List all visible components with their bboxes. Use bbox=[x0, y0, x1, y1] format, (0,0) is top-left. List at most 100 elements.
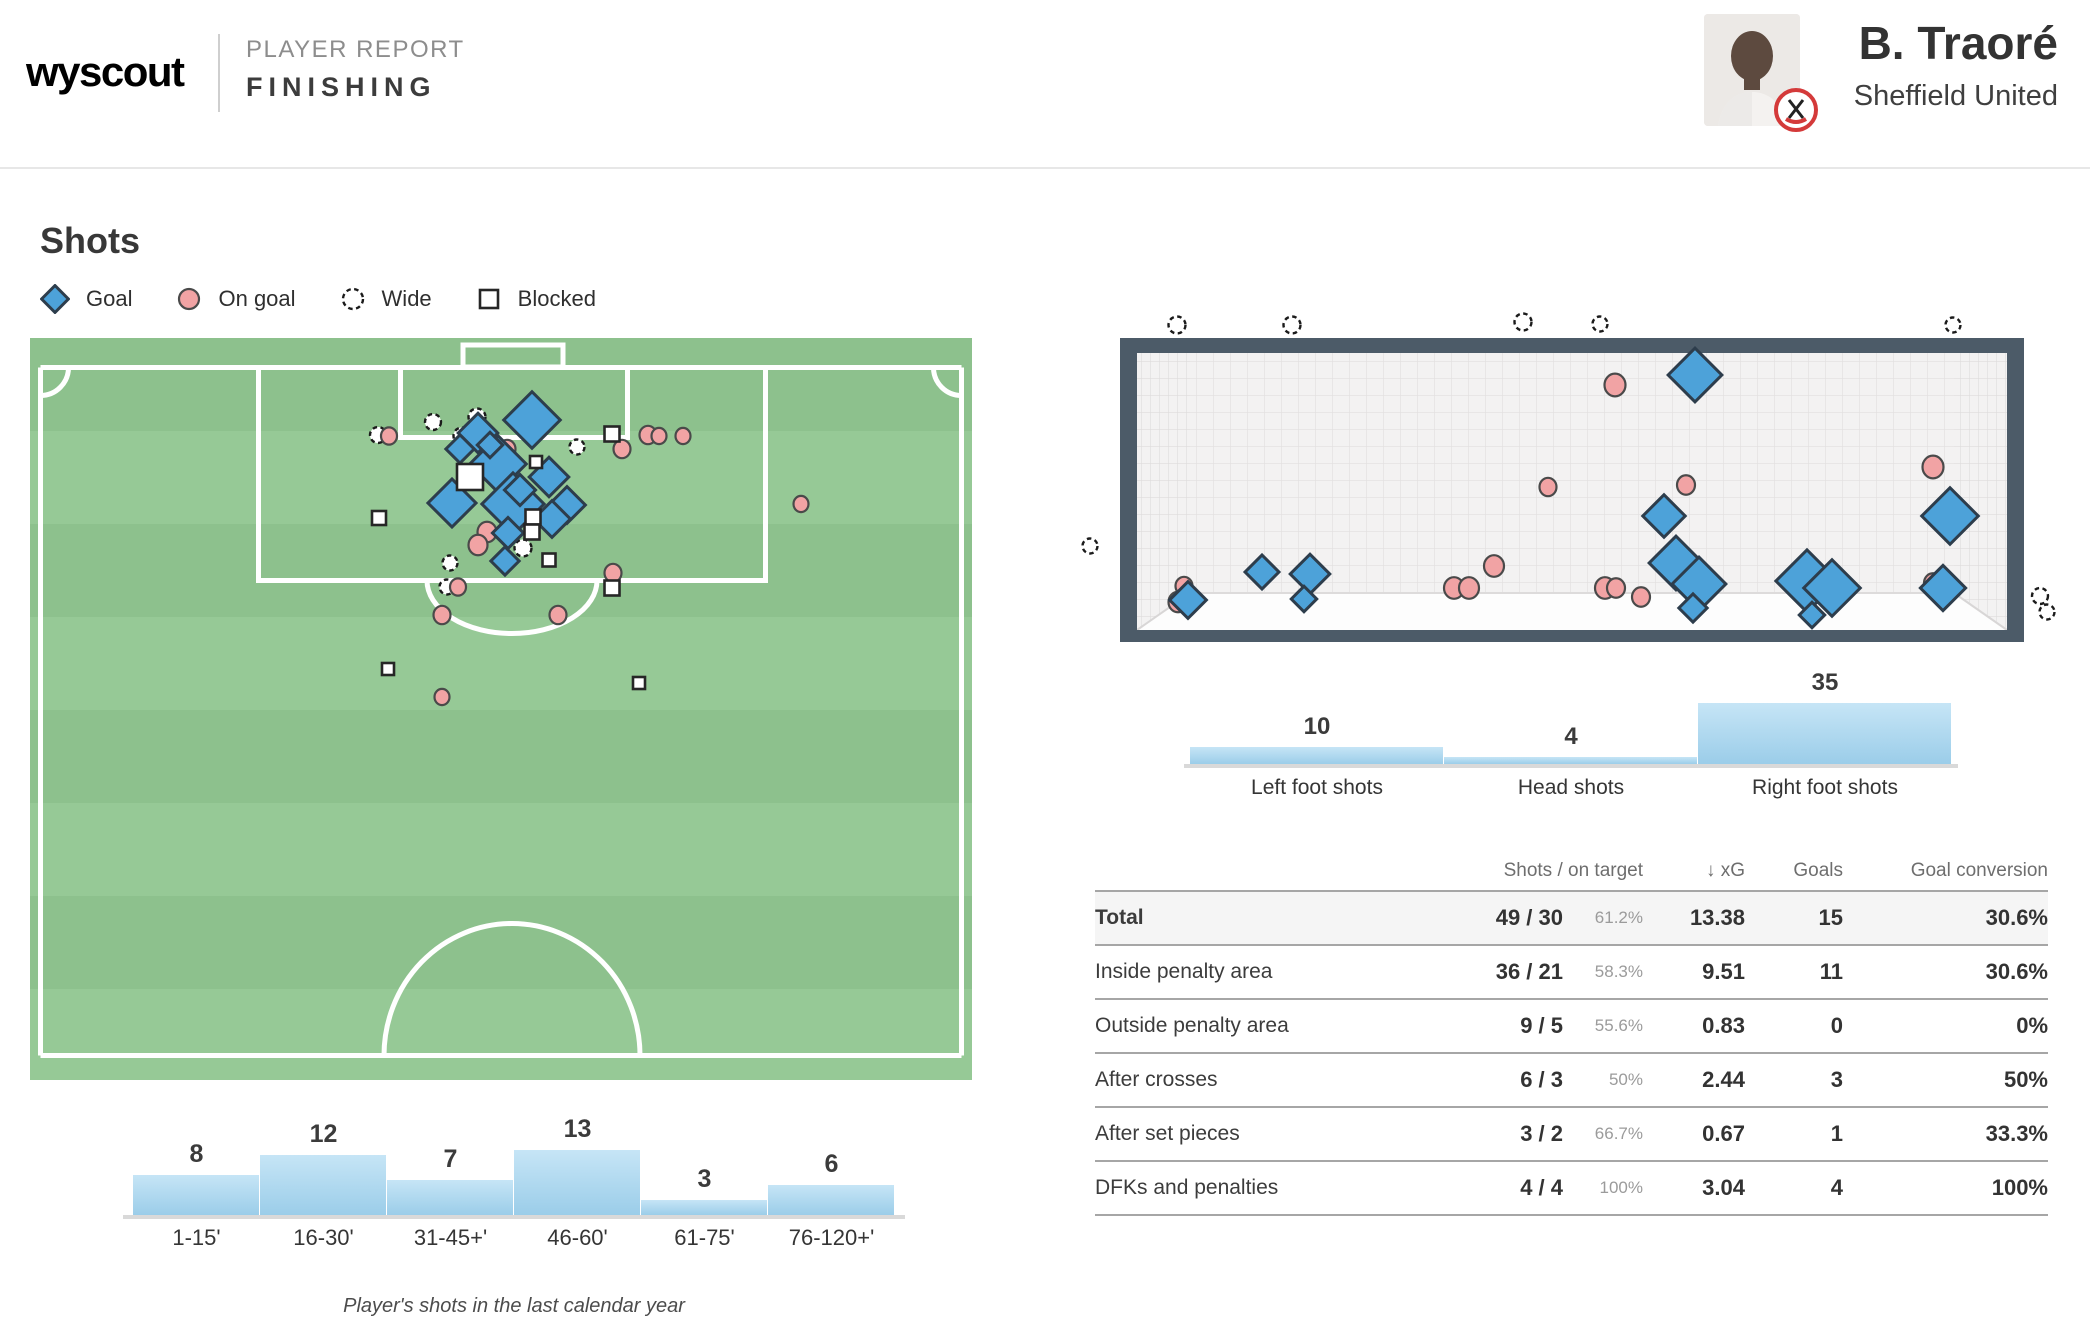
chart-caption: Player's shots in the last calendar year bbox=[343, 1295, 685, 1317]
table-row: DFKs and penalties 4 / 4 100% 3.04 4 100% bbox=[1095, 1160, 2048, 1214]
player-team: Sheffield United bbox=[1853, 80, 2058, 112]
bar bbox=[514, 1150, 641, 1215]
axis-baseline bbox=[1184, 764, 1958, 768]
table-cell: After set pieces bbox=[1095, 1122, 1240, 1145]
shot-marker-blocked bbox=[631, 675, 647, 691]
bar bbox=[1444, 757, 1698, 764]
bar-group: 35 bbox=[1698, 669, 1952, 764]
shot-marker-goal bbox=[475, 430, 505, 460]
table-cell: Shots / on target bbox=[1503, 860, 1643, 881]
shot-marker-goal bbox=[1919, 485, 1981, 547]
player-identity: B. Traoré Sheffield United bbox=[1854, 20, 2058, 113]
table-cell: Goals bbox=[1793, 860, 1843, 881]
shot-marker-on_goal bbox=[1605, 577, 1627, 599]
table-cell: ↓ xG bbox=[1705, 860, 1745, 881]
table-cell: Total bbox=[1095, 906, 1144, 929]
shot-marker-wide bbox=[2038, 603, 2056, 621]
table-cell: 61.2% bbox=[1594, 908, 1643, 927]
table-cell: 0.67 bbox=[1702, 1121, 1745, 1146]
bar-value-label: 6 bbox=[824, 1150, 839, 1178]
table-cell: 50% bbox=[2003, 1067, 2048, 1092]
table-cell: Goal conversion bbox=[1910, 860, 2048, 881]
table-cell: Inside penalty area bbox=[1095, 960, 1273, 983]
bar-group: 8 bbox=[133, 1140, 260, 1215]
table-cell: After crosses bbox=[1095, 1068, 1218, 1091]
shot-marker-wide bbox=[423, 412, 443, 432]
shot-marker-on_goal bbox=[448, 577, 468, 597]
report-kicker: PLAYER REPORT bbox=[246, 36, 465, 63]
shots-section-title: Shots bbox=[40, 220, 141, 261]
table-cell: 55.6% bbox=[1594, 1016, 1643, 1035]
wide-dashed-circle-icon bbox=[340, 286, 366, 312]
shot-marker-goal bbox=[488, 544, 522, 578]
bar-group: 3 bbox=[641, 1165, 768, 1215]
axis-baseline bbox=[123, 1215, 905, 1219]
bar-value-label: 13 bbox=[563, 1115, 592, 1143]
report-header: wyscout PLAYER REPORT FINISHING B. Traor… bbox=[0, 0, 2090, 169]
tick-label: Right foot shots bbox=[1752, 776, 1898, 799]
shot-marker-on_goal bbox=[548, 604, 568, 626]
shot-marker-on_goal bbox=[1603, 372, 1627, 398]
shot-marker-on_goal bbox=[612, 438, 632, 460]
table-cell: 100% bbox=[1991, 1175, 2048, 1200]
tick-label: 61-75' bbox=[674, 1225, 735, 1250]
table-cell: 6 / 3 bbox=[1520, 1067, 1563, 1092]
table-row: Outside penalty area 9 / 5 55.6% 0.83 0 0% bbox=[1095, 998, 2048, 1052]
shot-marker-goal bbox=[531, 498, 573, 540]
table-cell: 66.7% bbox=[1594, 1124, 1643, 1143]
shot-marker-wide bbox=[2030, 586, 2050, 606]
table-cell: 3 bbox=[1830, 1067, 1843, 1092]
table-cell: 33.3% bbox=[1985, 1121, 2048, 1146]
shot-marker-wide bbox=[1081, 537, 1099, 555]
table-row: After crosses 6 / 3 50% 2.44 3 50% bbox=[1095, 1052, 2048, 1106]
shot-marker-wide bbox=[1944, 316, 1962, 334]
table-cell: 36 / 21 bbox=[1495, 959, 1563, 984]
shot-marker-goal bbox=[502, 472, 538, 508]
table-cell: DFKs and penalties bbox=[1095, 1176, 1279, 1199]
tick-label: 16-30' bbox=[293, 1225, 354, 1250]
bar-group: 10 bbox=[1190, 712, 1444, 764]
shot-marker-goal bbox=[1640, 492, 1688, 540]
shot-marker-goal bbox=[1167, 579, 1209, 621]
bar-value-label: 3 bbox=[697, 1165, 712, 1193]
wyscout-logo: wyscout bbox=[26, 48, 185, 95]
bar-group: 4 bbox=[1444, 723, 1698, 764]
legend-label: Goal bbox=[86, 286, 133, 311]
table-cell: 58.3% bbox=[1594, 962, 1643, 981]
sheffield-united-badge bbox=[1774, 88, 1818, 132]
bar-group: 13 bbox=[514, 1115, 641, 1215]
period-tick-labels: 1-15' 16-30' 31-45+' 46-60' 61-75' 76-120+' bbox=[133, 1215, 895, 1251]
goal-diamond-icon bbox=[40, 284, 70, 314]
table-cell: 0 bbox=[1830, 1013, 1843, 1038]
bodypart-bars: 10 4 35 bbox=[1190, 669, 1952, 764]
shot-marker-blocked bbox=[523, 523, 541, 541]
table-cell: 9 / 5 bbox=[1520, 1013, 1563, 1038]
table-cell: 1 bbox=[1830, 1121, 1843, 1146]
bar-value-label: 8 bbox=[189, 1140, 204, 1168]
table-row: Total 49 / 30 61.2% 13.38 15 30.6% bbox=[1095, 890, 2048, 944]
shot-marker-goal bbox=[1666, 346, 1724, 404]
bar-value-label: 10 bbox=[1303, 712, 1331, 740]
shot-stats-table: Shots / on target ↓ xG Goals Goal conversio… bbox=[1095, 846, 2048, 1216]
table-cell: 11 bbox=[1819, 959, 1843, 984]
table-bottom-border bbox=[1095, 1214, 2048, 1216]
bar bbox=[1190, 746, 1444, 764]
shot-marker-wide bbox=[1513, 312, 1533, 332]
shot-marker-blocked bbox=[603, 579, 621, 597]
shot-marker-goal bbox=[1289, 584, 1319, 614]
shot-marker-wide bbox=[441, 554, 459, 572]
shot-marker-blocked bbox=[528, 454, 544, 470]
table-cell: 30.6% bbox=[1985, 905, 2048, 930]
shot-marker-blocked bbox=[455, 462, 485, 492]
shot-marker-on_goal bbox=[674, 426, 692, 446]
table-cell: 50% bbox=[1608, 1070, 1643, 1089]
table-cell: 15 bbox=[1818, 905, 1843, 930]
legend-label: On goal bbox=[218, 286, 296, 311]
shot-marker-goal bbox=[490, 515, 526, 551]
shot-marker-goal bbox=[501, 389, 563, 451]
shot-marker-goal bbox=[443, 432, 477, 466]
shot-marker-on_goal bbox=[433, 687, 451, 707]
shot-marker-goal bbox=[1797, 600, 1827, 630]
shot-marker-wide bbox=[513, 538, 533, 558]
table-cell: 0.83 bbox=[1702, 1013, 1745, 1038]
